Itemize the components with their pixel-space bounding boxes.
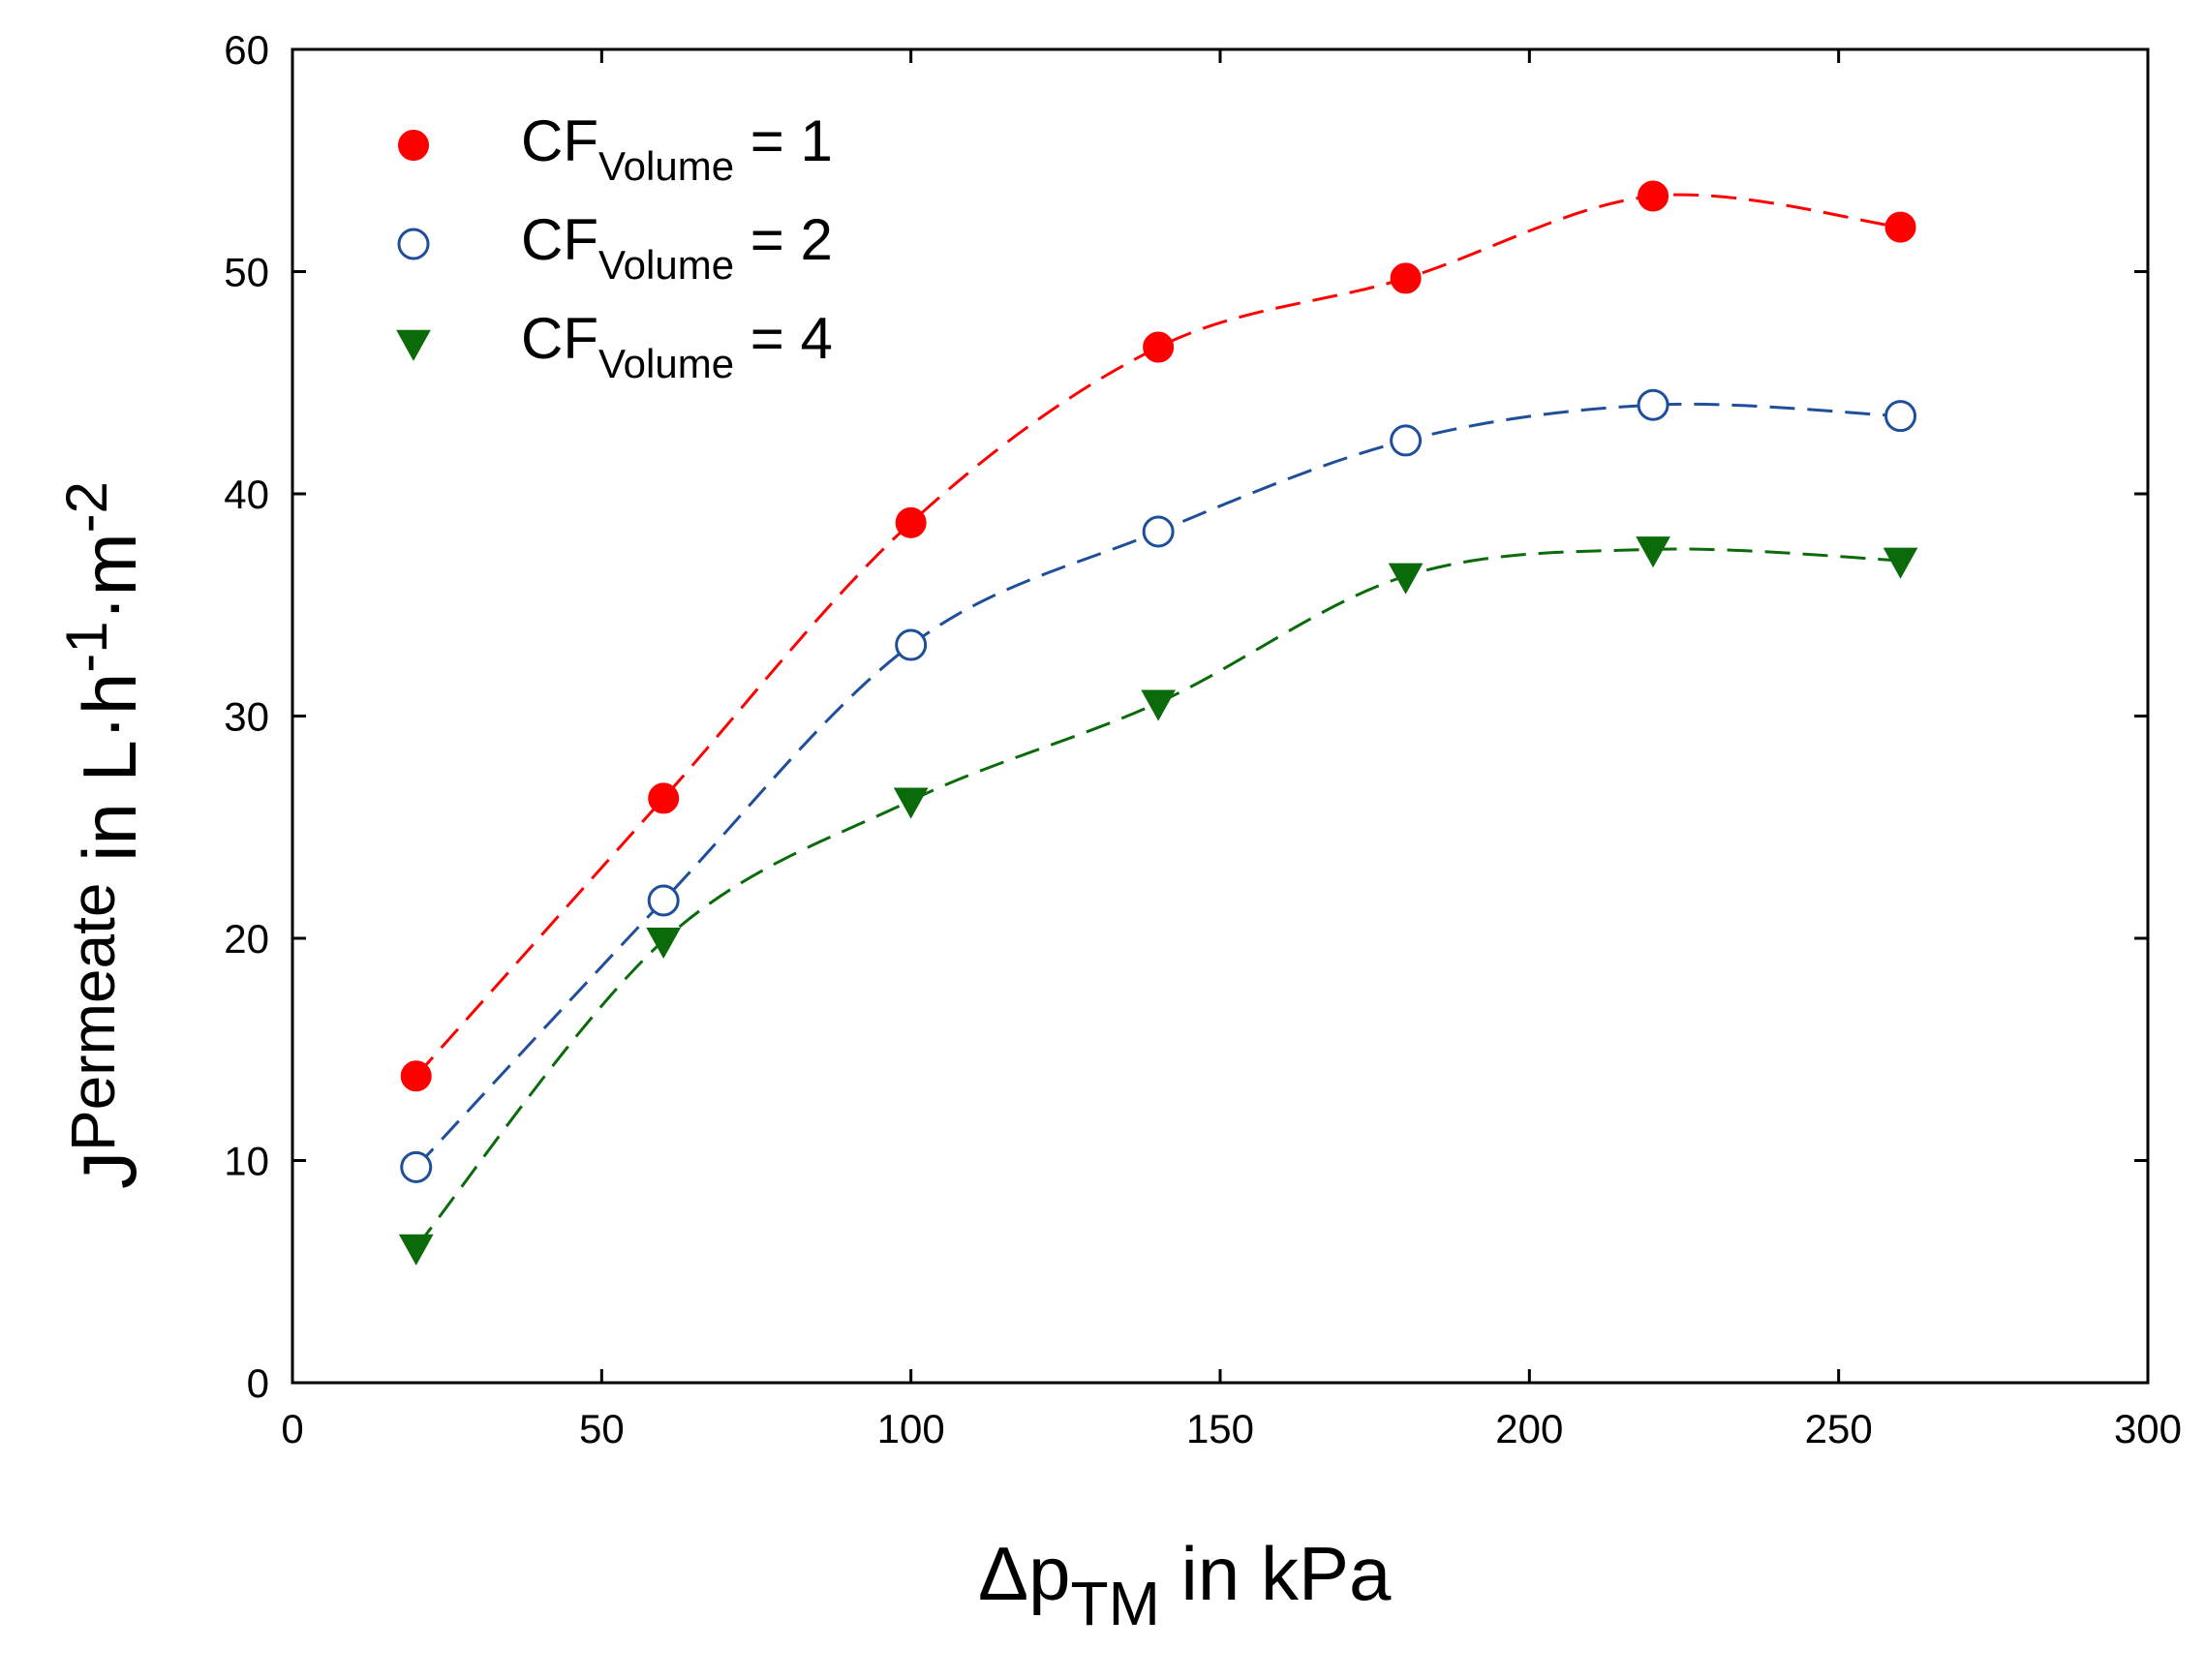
legend-label-base: CF [521,306,598,371]
x-axis-title-rest: in kPa [1160,1531,1392,1616]
data-point-series-3 [646,928,682,960]
x-tick-label: 100 [877,1406,945,1451]
x-tick-label: 200 [1495,1406,1563,1451]
series-line-1 [414,193,1901,1078]
data-point-series-1 [895,506,927,538]
x-tick-label: 300 [2114,1406,2182,1451]
x-tick-label: 0 [281,1406,303,1451]
x-axis-ticks: 0 50 100 150 200 250 300 [281,49,2182,1451]
x-axis-title-base: Δp [978,1531,1070,1616]
y-tick-label: 40 [224,472,269,517]
data-point-series-1 [1143,331,1175,363]
data-point-series-2 [1884,400,1917,433]
y-tick-label: 10 [224,1139,269,1184]
data-point-series-3 [1636,536,1670,568]
data-point-series-1 [648,782,680,814]
legend-label-rest: = 4 [734,306,833,371]
legend-marker-2 [397,228,430,260]
y-axis-title-sup1: -1 [54,621,119,672]
y-axis-title-base: J [67,1151,152,1189]
legend-label-rest: = 1 [734,108,833,173]
legend-label-3: CFVolume = 4 [521,306,833,386]
x-axis-title: ΔpTM in kPa [978,1531,1392,1638]
y-axis-title: JPermeate in L·h-1·m-2 [54,481,152,1189]
y-axis-ticks: 0 10 20 30 40 50 60 [224,27,2148,1406]
y-axis-title-sub: Permeate [58,883,128,1151]
legend-label-base: CF [521,207,598,272]
data-point-series-2 [647,884,680,917]
data-point-series-3 [1388,563,1424,595]
data-point-series-2 [1637,388,1669,421]
y-tick-label: 20 [224,916,269,962]
x-tick-label: 150 [1186,1406,1254,1451]
y-axis-title-rest: in L·h [67,673,152,883]
y-tick-label: 30 [224,694,269,740]
data-point-series-1 [400,1060,432,1092]
x-axis-title-sub: TM [1070,1569,1159,1638]
data-point-series-1 [1390,262,1422,294]
legend-label-sub: Volume [598,242,734,288]
legend-label-1: CFVolume = 1 [521,108,833,189]
legend-marker-1 [398,130,429,161]
legend-label-base: CF [521,108,598,173]
series-markers [398,180,1918,1266]
data-point-series-3 [1141,689,1176,721]
data-point-series-3 [1883,547,1918,579]
x-tick-label: 50 [579,1406,625,1451]
legend-label-rest: = 2 [734,207,833,272]
data-point-series-1 [1638,180,1669,212]
data-point-series-2 [895,628,928,661]
data-point-series-2 [1390,424,1423,457]
y-tick-label: 0 [247,1360,269,1406]
series-line-2 [414,402,1901,1169]
legend-marker-3 [396,329,431,361]
legend-label-2: CFVolume = 2 [521,207,833,288]
y-tick-label: 60 [224,27,269,73]
data-point-series-3 [893,787,929,819]
y-tick-label: 50 [224,250,269,295]
legend-label-sub: Volume [598,341,734,386]
legend-label-sub: Volume [598,143,734,189]
y-axis-title-mid: ·m [67,533,152,621]
x-tick-label: 250 [1805,1406,1873,1451]
series-line-3 [414,547,1901,1248]
data-point-series-3 [398,1234,434,1266]
data-point-series-2 [1142,515,1175,548]
data-point-series-2 [400,1150,433,1183]
y-axis-title-sup2: -2 [54,481,119,533]
data-point-series-1 [1884,211,1916,243]
